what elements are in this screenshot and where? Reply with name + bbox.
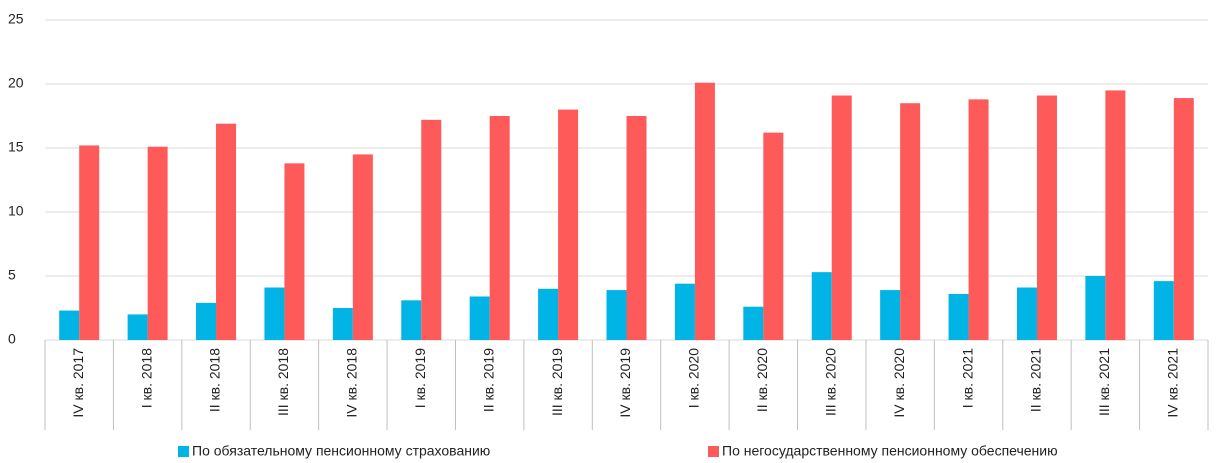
bar — [469, 296, 490, 340]
bar — [743, 306, 764, 340]
bar — [1036, 95, 1057, 341]
x-tick-label: IV кв. 2020 — [891, 348, 907, 418]
bar — [352, 154, 373, 340]
bar — [694, 82, 715, 340]
legend-swatch — [178, 446, 189, 457]
bar — [538, 288, 559, 340]
bar — [147, 146, 168, 340]
bar — [1105, 90, 1126, 341]
bar — [674, 283, 695, 340]
x-tick-label: I кв. 2020 — [686, 348, 702, 408]
bar — [1153, 281, 1174, 340]
x-tick-label: I кв. 2019 — [412, 348, 428, 408]
bar — [1173, 98, 1194, 340]
x-tick-label: IV кв. 2018 — [344, 348, 360, 418]
y-tick-label: 5 — [8, 267, 16, 283]
bar — [831, 95, 852, 341]
x-tick-label: III кв. 2021 — [1096, 348, 1112, 416]
y-tick-label: 10 — [8, 203, 24, 219]
bar — [811, 272, 832, 340]
bar — [948, 293, 969, 340]
bar — [127, 314, 148, 340]
x-tick-label: IV кв. 2017 — [70, 348, 86, 418]
x-tick-label: II кв. 2018 — [207, 348, 223, 412]
legend-swatch — [708, 446, 719, 457]
y-tick-label: 0 — [8, 331, 16, 347]
x-tick-label: II кв. 2020 — [754, 348, 770, 412]
bar — [264, 287, 285, 340]
bar — [968, 99, 989, 340]
bar — [196, 302, 217, 340]
x-tick-label: IV кв. 2019 — [617, 348, 633, 418]
bar — [216, 123, 237, 341]
bar — [79, 145, 100, 340]
bar — [489, 116, 510, 340]
x-tick-label: IV кв. 2021 — [1164, 348, 1180, 418]
x-tick-label: II кв. 2021 — [1028, 348, 1044, 412]
bar — [421, 119, 442, 340]
bar — [401, 300, 422, 340]
x-tick-label: I кв. 2018 — [138, 348, 154, 408]
bar — [626, 116, 647, 340]
x-tick-label: III кв. 2019 — [549, 348, 565, 416]
bar — [1085, 276, 1106, 340]
bar — [1016, 287, 1037, 340]
bar — [900, 103, 921, 340]
y-tick-label: 25 — [8, 11, 24, 27]
bar — [558, 109, 579, 340]
legend-label: По негосударственному пенсионному обеспе… — [722, 443, 1058, 459]
bar — [880, 290, 901, 340]
bar — [284, 163, 305, 340]
bar — [59, 310, 80, 340]
x-tick-label: III кв. 2018 — [275, 348, 291, 416]
x-tick-label: II кв. 2019 — [480, 348, 496, 412]
bar — [332, 308, 353, 340]
bar — [763, 132, 784, 340]
x-tick-label: I кв. 2021 — [959, 348, 975, 408]
bar — [606, 290, 627, 340]
x-tick-label: III кв. 2020 — [822, 348, 838, 416]
y-tick-label: 15 — [8, 139, 24, 155]
legend-label: По обязательному пенсионному страхованию — [192, 443, 490, 459]
y-tick-label: 20 — [8, 75, 24, 91]
